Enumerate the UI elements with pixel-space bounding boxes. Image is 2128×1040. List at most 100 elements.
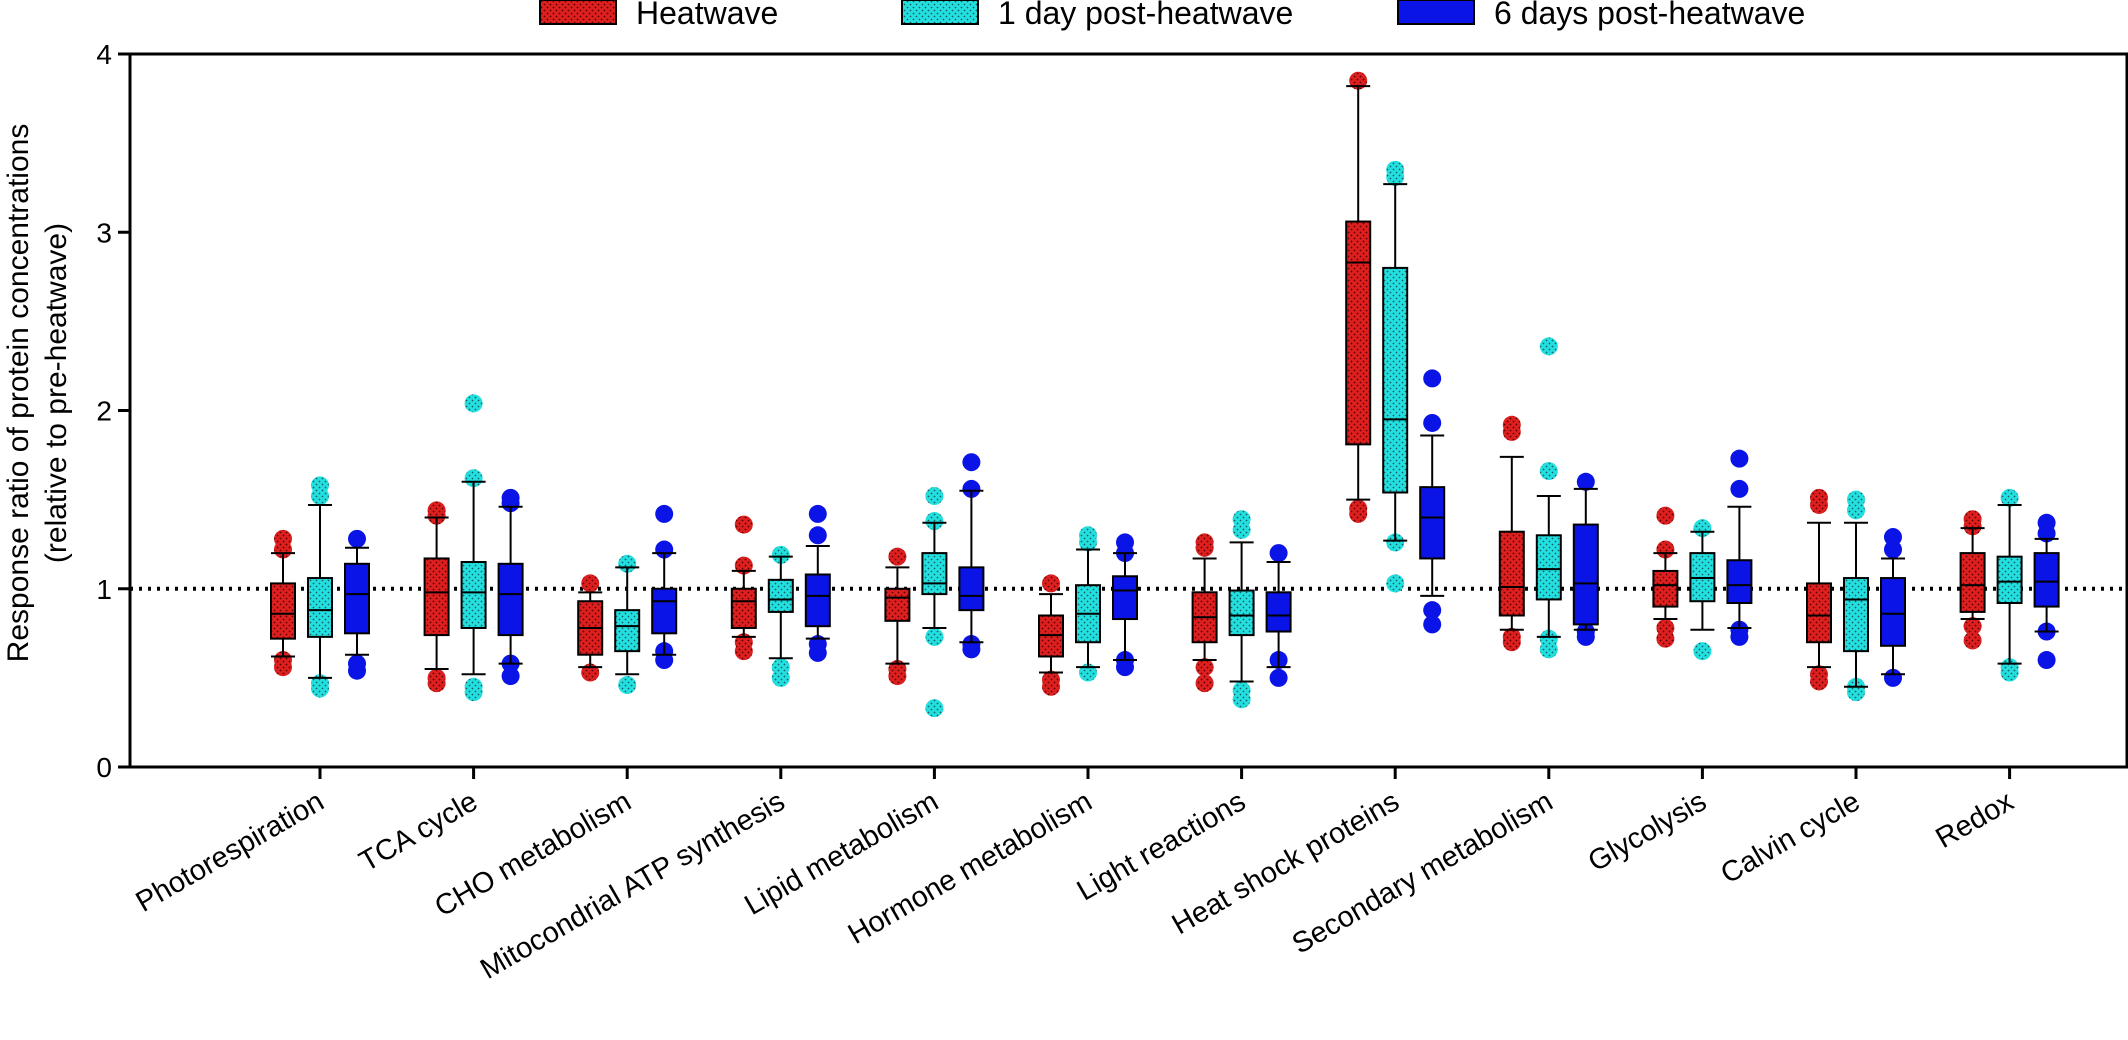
outlier-point — [1730, 627, 1749, 646]
outlier-point — [274, 658, 292, 677]
outlier-point — [1269, 544, 1288, 563]
outlier-point — [962, 453, 981, 472]
outlier-point — [464, 394, 483, 413]
box-group — [921, 487, 948, 718]
box-group — [1652, 506, 1679, 648]
box-group — [1535, 337, 1562, 659]
box-group — [1498, 415, 1525, 652]
box-iqr — [1265, 591, 1292, 633]
box-iqr — [270, 582, 296, 640]
box-group — [1806, 488, 1832, 691]
box-iqr — [1345, 220, 1372, 446]
box-group — [1265, 544, 1292, 687]
box-group — [1038, 574, 1064, 696]
outlier-point — [1386, 167, 1405, 186]
outlier-point — [1232, 690, 1251, 709]
legend-swatch — [539, 0, 617, 25]
box-iqr — [1726, 559, 1753, 605]
box-iqr — [1228, 589, 1255, 637]
outlier-point — [1810, 495, 1828, 514]
outlier-point — [501, 667, 520, 686]
outlier-point — [808, 526, 827, 545]
outlier-point — [1539, 337, 1558, 356]
box-iqr — [1959, 552, 1986, 613]
outlier-point — [427, 506, 446, 525]
outlier-point — [925, 699, 944, 718]
outlier-point — [1423, 601, 1442, 620]
box-group — [1843, 490, 1869, 702]
box-iqr — [1382, 266, 1409, 494]
y-tick-label: 4 — [96, 39, 112, 70]
box-iqr — [423, 557, 450, 637]
y-tick-label: 3 — [96, 217, 112, 248]
box-group — [804, 504, 831, 662]
outlier-point — [734, 515, 753, 534]
y-axis-label-line2: (relative to pre-heatwave) — [40, 223, 73, 563]
outlier-point — [464, 683, 483, 702]
outlier-point — [1963, 631, 1982, 650]
box-group — [1880, 528, 1906, 687]
box-iqr — [958, 566, 985, 612]
outlier-point — [1576, 472, 1595, 491]
x-tick-label: Hormone metabolism — [843, 785, 1098, 951]
box-iqr — [614, 609, 641, 653]
outlier-point — [1693, 642, 1712, 661]
outlier-point — [311, 679, 329, 698]
outlier-point — [1195, 658, 1214, 677]
outlier-point — [1810, 672, 1828, 691]
outlier-point — [962, 640, 981, 659]
outlier-point — [1502, 633, 1521, 652]
chart-marks — [130, 71, 2127, 718]
outlier-point — [1656, 506, 1675, 525]
outlier-point — [1963, 517, 1982, 536]
outlier-point — [925, 487, 944, 506]
box-iqr — [1572, 523, 1599, 626]
box-group — [1959, 510, 1986, 650]
y-tick-label: 0 — [96, 752, 112, 783]
box-group — [1345, 71, 1372, 523]
outlier-point — [1730, 449, 1749, 468]
outlier-point — [808, 643, 827, 662]
outlier-point — [348, 661, 366, 680]
outlier-point — [1963, 617, 1982, 636]
y-tick-label: 2 — [96, 396, 112, 427]
outlier-point — [1656, 629, 1675, 648]
x-tick-label: Glycolysis — [1583, 785, 1712, 878]
box-group — [1419, 369, 1446, 634]
y-tick-label: 1 — [96, 574, 112, 605]
outlier-point — [808, 504, 827, 523]
box-group — [1689, 519, 1716, 661]
outlier-point — [1116, 658, 1134, 677]
legend-swatch — [901, 0, 979, 25]
box-group — [651, 504, 678, 670]
box-iqr — [651, 587, 678, 635]
outlier-point — [1423, 615, 1442, 634]
y-axis-label-line1: Response ratio of protein concentrations — [2, 124, 35, 663]
outlier-point — [427, 674, 446, 693]
box-group — [1112, 533, 1138, 677]
outlier-point — [311, 487, 329, 506]
outlier-point — [1730, 479, 1749, 498]
box-group — [423, 501, 450, 693]
outlier-point — [1576, 627, 1595, 646]
box-iqr — [804, 573, 831, 628]
outlier-point — [1079, 533, 1097, 552]
outlier-point — [2000, 663, 2019, 682]
outlier-point — [1884, 540, 1902, 559]
legend-label: 1 day post-heatwave — [998, 0, 1293, 31]
outlier-point — [734, 642, 753, 661]
box-group — [344, 529, 370, 680]
box-group — [577, 574, 604, 682]
outlier-point — [1423, 413, 1442, 432]
outlier-point — [2000, 488, 2019, 507]
box-group — [2033, 513, 2060, 670]
outlier-point — [1539, 640, 1558, 659]
outlier-point — [925, 627, 944, 646]
outlier-point — [1349, 504, 1368, 523]
box-group — [1572, 472, 1599, 646]
outlier-point — [1269, 668, 1288, 687]
box-group — [730, 515, 757, 661]
box-iqr — [1112, 575, 1138, 621]
box-group — [1075, 526, 1101, 682]
outlier-point — [1539, 462, 1558, 481]
